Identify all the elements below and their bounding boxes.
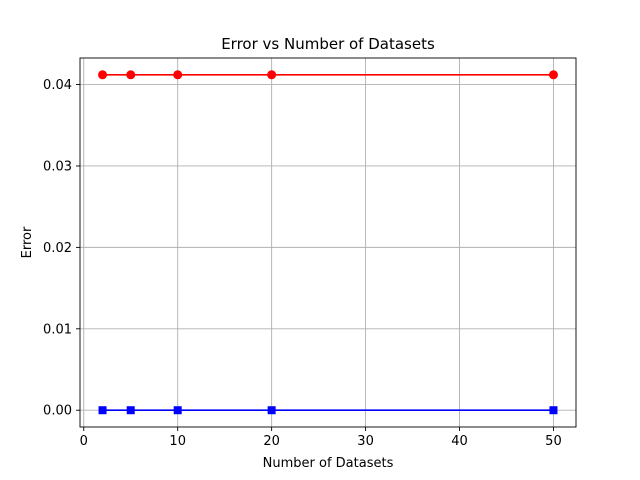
series-layer [98, 70, 558, 415]
data-point [126, 70, 136, 80]
x-tick-label: 30 [357, 434, 374, 449]
y-tick-label: 0.00 [43, 404, 72, 419]
data-point [549, 406, 558, 415]
data-point [98, 406, 107, 415]
series-0 [98, 70, 558, 80]
data-point [267, 406, 276, 415]
data-point [548, 70, 558, 80]
series-1 [98, 406, 558, 415]
data-point [267, 70, 277, 80]
x-tick-label: 0 [80, 434, 88, 449]
data-point [173, 406, 182, 415]
x-tick-label: 10 [169, 434, 186, 449]
chart-title: Error vs Number of Datasets [221, 35, 435, 53]
y-tick-label: 0.02 [43, 241, 72, 256]
y-tick-label: 0.04 [43, 78, 72, 93]
data-point [173, 70, 183, 80]
x-tick-label: 50 [545, 434, 562, 449]
data-point [126, 406, 135, 415]
y-axis-label: Error [20, 226, 35, 258]
ticks: 0 10 20 30 40 50 0.00 0.01 0.02 0.03 0.04 [43, 78, 562, 449]
x-axis-label: Number of Datasets [263, 456, 394, 471]
x-tick-label: 20 [263, 434, 280, 449]
y-tick-label: 0.03 [43, 159, 72, 174]
data-point [98, 70, 108, 80]
x-tick-label: 40 [451, 434, 468, 449]
plot-frame [79, 57, 577, 428]
y-tick-label: 0.01 [43, 322, 72, 337]
